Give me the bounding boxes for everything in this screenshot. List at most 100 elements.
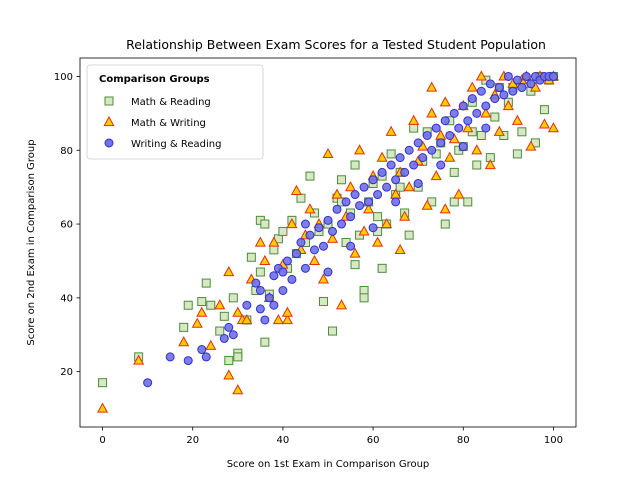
data-point-circle bbox=[377, 167, 387, 177]
data-point-circle bbox=[427, 145, 437, 155]
data-point-square bbox=[183, 300, 193, 310]
data-point-circle bbox=[323, 215, 333, 225]
data-point-triangle bbox=[354, 144, 366, 155]
data-point-circle bbox=[219, 333, 229, 343]
data-point-triangle bbox=[349, 247, 361, 258]
plot-area-frame bbox=[79, 57, 577, 428]
data-point-circle bbox=[368, 223, 378, 233]
data-point-triangle bbox=[421, 199, 433, 210]
legend-label: Writing & Reading bbox=[131, 139, 221, 150]
data-point-square bbox=[337, 175, 347, 185]
data-point-triangle bbox=[335, 299, 348, 310]
data-point-circle bbox=[197, 345, 207, 355]
data-point-triangle bbox=[322, 147, 334, 159]
data-point-circle bbox=[521, 71, 531, 81]
data-point-circle bbox=[382, 182, 392, 192]
data-point-circle bbox=[440, 116, 450, 126]
data-point-triangle bbox=[268, 236, 280, 247]
data-point-triangle bbox=[444, 151, 456, 162]
data-point-square bbox=[215, 326, 225, 336]
data-point-triangle bbox=[281, 306, 293, 317]
data-point-triangle bbox=[290, 184, 302, 195]
data-point-triangle bbox=[385, 125, 397, 136]
data-point-square bbox=[197, 297, 207, 307]
data-point-circle bbox=[458, 142, 468, 152]
data-point-circle bbox=[296, 238, 306, 247]
data-point-triangle bbox=[372, 236, 384, 247]
x-tick-label: 0 bbox=[99, 435, 105, 446]
x-tick-label: 60 bbox=[367, 435, 380, 446]
data-point-circle bbox=[485, 79, 495, 89]
data-point-triangle bbox=[178, 336, 190, 347]
legend-marker-circle bbox=[104, 138, 114, 148]
data-point-square bbox=[476, 130, 486, 140]
data-point-triangle bbox=[133, 354, 145, 365]
data-point-square bbox=[386, 149, 396, 159]
data-point-triangle bbox=[430, 170, 442, 181]
data-point-circle bbox=[255, 304, 265, 314]
data-point-triangle bbox=[525, 140, 537, 151]
data-point-square bbox=[305, 171, 315, 181]
data-point-square bbox=[98, 378, 108, 388]
data-point-circle bbox=[503, 71, 513, 81]
x-tick-label: 20 bbox=[186, 435, 199, 446]
data-point-circle bbox=[165, 352, 175, 362]
data-point-triangle bbox=[426, 107, 438, 118]
data-point-square bbox=[233, 352, 243, 362]
data-point-triangle bbox=[408, 114, 420, 125]
data-point-square bbox=[350, 160, 360, 170]
data-point-square bbox=[395, 182, 405, 192]
data-point-circle bbox=[242, 300, 252, 310]
data-point-circle bbox=[373, 190, 383, 200]
data-point-triangle bbox=[304, 203, 316, 214]
data-point-square bbox=[201, 278, 211, 288]
data-point-triangle bbox=[281, 313, 293, 325]
data-point-square bbox=[219, 311, 229, 321]
y-tick-label: 80 bbox=[60, 146, 73, 157]
data-point-circle bbox=[282, 256, 292, 266]
data-point-circle bbox=[346, 212, 356, 222]
data-point-triangle bbox=[196, 306, 208, 317]
data-point-square bbox=[318, 297, 328, 307]
data-point-circle bbox=[305, 230, 315, 240]
legend-box bbox=[86, 64, 264, 160]
data-point-square bbox=[373, 212, 383, 222]
data-point-triangle bbox=[484, 158, 496, 170]
data-point-circle bbox=[300, 263, 310, 273]
data-point-circle bbox=[391, 175, 401, 185]
data-point-circle bbox=[418, 153, 428, 163]
data-point-square bbox=[490, 112, 500, 122]
data-point-triangle bbox=[259, 254, 271, 266]
data-point-circle bbox=[499, 90, 509, 100]
data-point-triangle bbox=[232, 384, 244, 395]
data-point-triangle bbox=[403, 181, 415, 192]
data-point-circle bbox=[400, 167, 410, 177]
data-point-square bbox=[260, 219, 270, 229]
data-point-circle bbox=[508, 86, 518, 96]
data-point-circle bbox=[449, 108, 459, 118]
data-point-circle bbox=[341, 197, 351, 207]
data-point-triangle bbox=[439, 96, 451, 107]
data-point-circle bbox=[323, 267, 333, 277]
y-tick-label: 40 bbox=[60, 293, 73, 304]
data-point-circle bbox=[287, 274, 297, 284]
data-point-square bbox=[409, 123, 419, 133]
data-point-circle bbox=[264, 293, 274, 303]
data-point-circle bbox=[359, 182, 369, 192]
data-point-circle bbox=[255, 285, 265, 295]
data-point-circle bbox=[548, 71, 558, 81]
data-point-circle bbox=[454, 123, 464, 133]
data-point-circle bbox=[436, 138, 446, 148]
data-point-square bbox=[377, 263, 387, 273]
data-point-circle bbox=[436, 160, 446, 170]
legend-label: Math & Writing bbox=[131, 118, 206, 129]
data-point-circle bbox=[300, 219, 310, 229]
data-point-triangle bbox=[547, 122, 559, 133]
data-point-circle bbox=[355, 201, 365, 211]
data-point-circle bbox=[490, 94, 500, 104]
data-point-square bbox=[260, 337, 270, 347]
data-point-triangle bbox=[254, 236, 266, 247]
data-point-square bbox=[255, 267, 265, 277]
data-point-triangle bbox=[471, 144, 483, 155]
